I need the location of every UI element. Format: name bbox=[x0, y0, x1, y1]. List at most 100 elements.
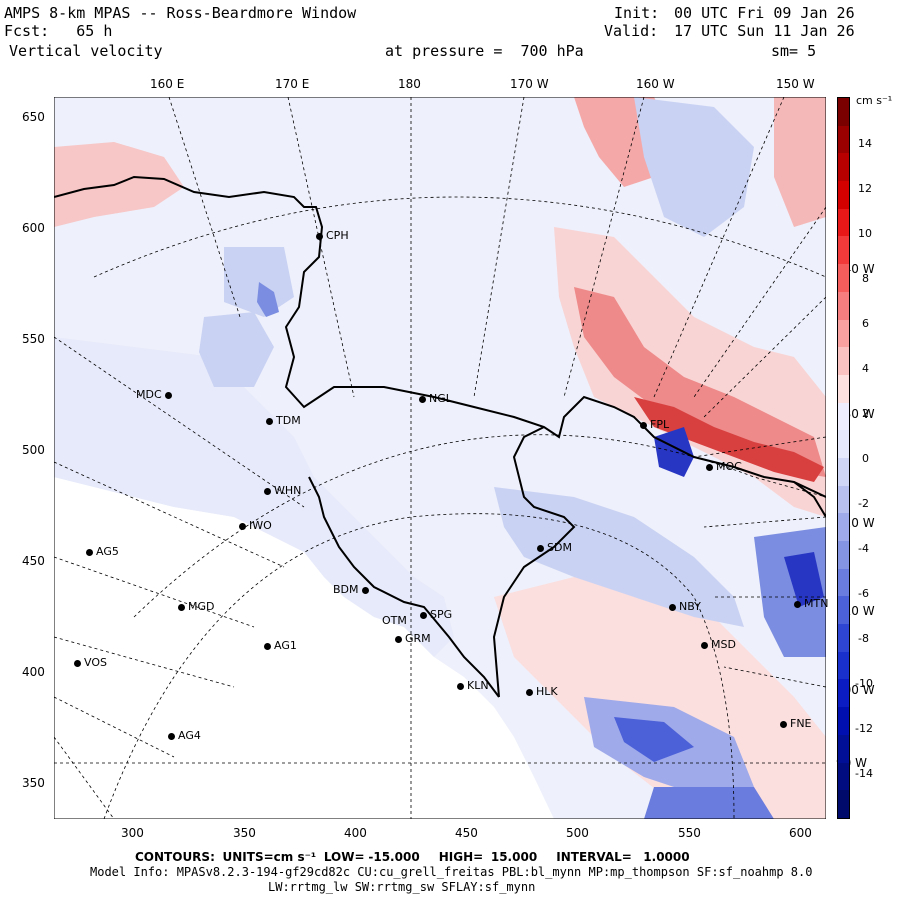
lon-label-150w: 150 W bbox=[776, 77, 815, 91]
station-dot-icon bbox=[316, 232, 323, 240]
colorbar-label-10: 10 bbox=[858, 227, 872, 240]
station-vos[interactable]: VOS bbox=[74, 656, 107, 669]
forecast-hour: Fcst: 65 h bbox=[4, 22, 113, 40]
contour-info: CONTOURS: UNITS=cm s⁻¹ LOW= -15.000 HIGH… bbox=[135, 850, 690, 864]
colorbar-unit: cm s⁻¹ bbox=[856, 94, 893, 107]
y-tick-550: 550 bbox=[22, 332, 45, 346]
station-whn[interactable]: WHN bbox=[264, 484, 301, 497]
colorbar-swatch bbox=[838, 457, 849, 486]
colorbar-swatch bbox=[838, 291, 849, 320]
station-fpl[interactable]: FPL bbox=[640, 418, 669, 431]
colorbar-swatch bbox=[838, 430, 849, 458]
graticule bbox=[54, 97, 826, 819]
y-tick-350: 350 bbox=[22, 776, 45, 790]
station-ag5[interactable]: AG5 bbox=[86, 545, 119, 558]
colorbar-label-neg12: -12 bbox=[855, 722, 873, 735]
station-iwo[interactable]: IWO bbox=[239, 519, 272, 532]
station-mdc[interactable]: MDC bbox=[136, 388, 175, 401]
colorbar-swatch bbox=[838, 762, 849, 791]
pressure-level: at pressure = 700 hPa bbox=[385, 42, 584, 60]
lon-label-170e: 170 E bbox=[275, 77, 310, 91]
map-title: AMPS 8-km MPAS -- Ross-Beardmore Window bbox=[4, 4, 357, 22]
station-dot-icon bbox=[706, 463, 713, 471]
station-dot-icon bbox=[419, 395, 426, 403]
x-tick-400: 400 bbox=[344, 826, 367, 840]
lon-label-160w: 160 W bbox=[636, 77, 675, 91]
station-hlk[interactable]: HLK bbox=[526, 685, 558, 698]
station-nby[interactable]: NBY bbox=[669, 600, 701, 613]
colorbar-swatch bbox=[838, 125, 849, 154]
station-dot-icon bbox=[780, 720, 787, 728]
downdraft-peak-southeast bbox=[784, 552, 824, 607]
colorbar-swatch bbox=[838, 734, 849, 763]
x-tick-450: 450 bbox=[455, 826, 478, 840]
colorbar-label-neg10: -10 bbox=[855, 677, 873, 690]
station-dot-icon bbox=[264, 487, 271, 495]
y-tick-650: 650 bbox=[22, 110, 45, 124]
station-dot-icon bbox=[168, 732, 175, 740]
station-sdm[interactable]: SDM bbox=[537, 541, 572, 554]
station-tdm[interactable]: TDM bbox=[266, 414, 301, 427]
colorbar-swatch bbox=[838, 264, 849, 292]
colorbar-label-neg4: -4 bbox=[858, 542, 869, 555]
station-dot-icon bbox=[457, 682, 464, 690]
colorbar-swatch bbox=[838, 596, 849, 625]
station-dot-icon bbox=[537, 544, 544, 552]
station-dot-icon bbox=[701, 641, 708, 649]
station-dot-icon bbox=[86, 548, 93, 556]
colorbar-swatch bbox=[838, 153, 849, 182]
station-ag4[interactable]: AG4 bbox=[168, 729, 201, 742]
station-otm[interactable]: OTM bbox=[382, 614, 407, 627]
ross-ice-shelf bbox=[54, 477, 554, 819]
colorbar-swatch bbox=[838, 402, 849, 431]
colorbar-label-neg14: -14 bbox=[855, 767, 873, 780]
station-dot-icon bbox=[74, 659, 81, 667]
colorbar-swatch bbox=[838, 707, 849, 735]
station-dot-icon bbox=[178, 603, 185, 611]
station-dot-icon bbox=[264, 642, 271, 650]
colorbar-label-14: 14 bbox=[858, 137, 872, 150]
updraft-core-east bbox=[574, 287, 826, 477]
station-grm[interactable]: GRM bbox=[395, 632, 431, 645]
y-tick-500: 500 bbox=[22, 443, 45, 457]
colorbar-label-8: 8 bbox=[862, 272, 869, 285]
colorbar-swatch bbox=[838, 98, 849, 126]
colorbar-swatch bbox=[838, 624, 849, 652]
station-bdm[interactable]: BDM bbox=[333, 583, 372, 596]
station-msd[interactable]: MSD bbox=[701, 638, 736, 651]
colorbar-swatch bbox=[838, 513, 849, 541]
colorbar-swatch bbox=[838, 679, 849, 708]
colorbar-swatch bbox=[838, 181, 849, 209]
y-tick-600: 600 bbox=[22, 221, 45, 235]
colorbar-label-4: 4 bbox=[862, 362, 869, 375]
grounded-ice-region bbox=[54, 337, 454, 657]
colorbar-swatch bbox=[838, 347, 849, 375]
smoothing-value: sm= 5 bbox=[771, 42, 817, 60]
station-moc[interactable]: MOC bbox=[706, 460, 742, 473]
downdraft-core-south bbox=[614, 717, 694, 762]
station-kln[interactable]: KLN bbox=[457, 679, 489, 692]
colorbar bbox=[837, 97, 850, 819]
station-ag1[interactable]: AG1 bbox=[264, 639, 297, 652]
x-tick-300: 300 bbox=[121, 826, 144, 840]
colorbar-swatch bbox=[838, 651, 849, 680]
station-cph[interactable]: CPH bbox=[316, 229, 349, 242]
station-mtn[interactable]: MTN bbox=[794, 597, 828, 610]
station-dot-icon bbox=[640, 421, 647, 429]
downdraft-coast bbox=[654, 427, 694, 477]
station-dot-icon bbox=[669, 603, 676, 611]
station-fne[interactable]: FNE bbox=[780, 717, 812, 730]
lon-label-160e: 160 E bbox=[150, 77, 185, 91]
station-mgd[interactable]: MGD bbox=[178, 600, 215, 613]
colorbar-swatch bbox=[838, 568, 849, 597]
downdraft-central bbox=[494, 487, 744, 627]
updraft-south bbox=[494, 577, 826, 819]
station-ngl[interactable]: NGL bbox=[419, 392, 452, 405]
colorbar-label-neg6: -6 bbox=[858, 587, 869, 600]
coastline bbox=[54, 175, 826, 698]
station-spg[interactable]: SPG bbox=[420, 608, 452, 621]
x-tick-600: 600 bbox=[789, 826, 812, 840]
colorbar-label-2: 2 bbox=[862, 407, 869, 420]
lon-label-170w: 170 W bbox=[510, 77, 549, 91]
y-tick-450: 450 bbox=[22, 554, 45, 568]
